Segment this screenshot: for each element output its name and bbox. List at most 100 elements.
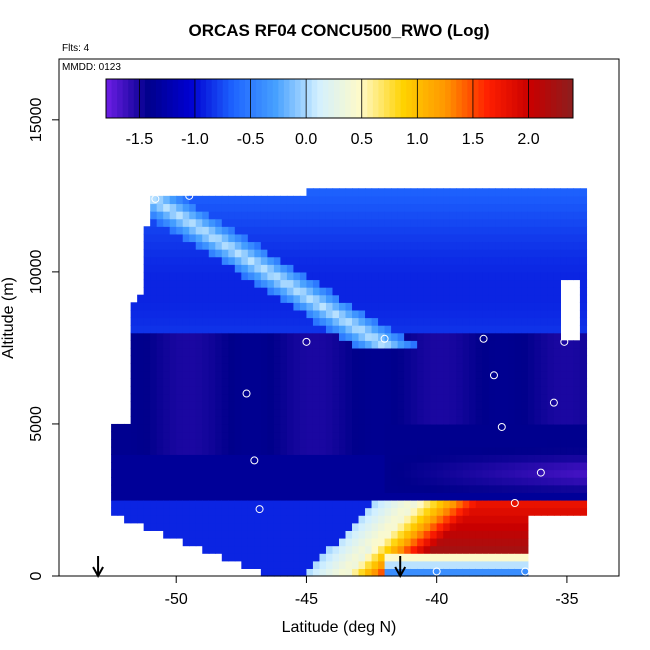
heatmap-cell xyxy=(449,431,457,440)
heatmap-cell xyxy=(195,522,203,531)
heatmap-cell xyxy=(182,423,190,433)
heatmap-cell xyxy=(169,522,177,531)
heatmap-cell xyxy=(221,408,229,417)
heatmap-cell xyxy=(273,454,281,463)
heatmap-cell xyxy=(176,469,184,478)
heatmap-cell xyxy=(202,393,210,402)
colorbar-tick-label: 0.0 xyxy=(295,131,317,148)
heatmap-cell xyxy=(436,492,444,501)
heatmap-cell xyxy=(241,499,249,509)
heatmap-cell xyxy=(560,256,568,265)
heatmap-cell xyxy=(195,195,203,205)
heatmap-cell xyxy=(579,378,588,387)
heatmap-cell xyxy=(482,195,490,205)
heatmap-cell xyxy=(137,408,145,417)
heatmap-cell xyxy=(176,454,184,463)
heatmap-cell xyxy=(404,499,412,509)
heatmap-cell xyxy=(208,287,216,296)
heatmap-cell xyxy=(527,195,535,205)
heatmap-cell xyxy=(430,195,438,205)
heatmap-cell xyxy=(202,416,210,425)
heatmap-cell xyxy=(436,211,444,220)
heatmap-cell xyxy=(352,271,360,281)
heatmap-cell xyxy=(579,385,588,395)
heatmap-cell xyxy=(488,271,496,281)
heatmap-cell xyxy=(163,309,171,319)
heatmap-cell xyxy=(488,423,496,433)
heatmap-cell xyxy=(384,477,392,486)
heatmap-cell xyxy=(443,370,451,379)
heatmap-cell xyxy=(449,302,457,311)
heatmap-cell xyxy=(482,279,490,288)
heatmap-cell xyxy=(241,477,249,486)
heatmap-cell xyxy=(566,370,575,379)
heatmap-cell xyxy=(436,393,444,402)
heatmap-cell xyxy=(527,469,535,478)
heatmap-cell xyxy=(143,507,151,516)
heatmap-cell xyxy=(169,469,177,478)
heatmap-cell xyxy=(527,226,535,235)
heatmap-cell xyxy=(475,241,483,250)
heatmap-cell xyxy=(234,522,242,531)
heatmap-cell xyxy=(553,431,561,440)
heatmap-cell xyxy=(293,325,301,334)
heatmap-cell xyxy=(332,233,340,243)
heatmap-cell xyxy=(501,271,509,281)
heatmap-cell xyxy=(345,454,353,463)
heatmap-cell xyxy=(553,332,561,341)
heatmap-cell xyxy=(410,226,418,235)
colorbar-swatch xyxy=(322,79,329,118)
heatmap-cell xyxy=(462,446,470,455)
heatmap-cell xyxy=(176,522,184,531)
heatmap-cell xyxy=(241,446,249,455)
heatmap-cell xyxy=(182,363,190,372)
heatmap-cell xyxy=(156,271,164,281)
heatmap-cell xyxy=(430,499,438,509)
heatmap-cell xyxy=(339,454,347,463)
heatmap-cell xyxy=(417,203,425,212)
heatmap-cell xyxy=(143,378,151,387)
heatmap-cell xyxy=(202,439,210,448)
heatmap-cell xyxy=(391,317,399,326)
heatmap-cell xyxy=(358,499,366,509)
heatmap-cell xyxy=(475,195,483,205)
heatmap-cell xyxy=(137,401,145,410)
heatmap-cell xyxy=(397,271,405,281)
heatmap-cell xyxy=(417,325,425,334)
heatmap-cell xyxy=(488,211,496,220)
heatmap-cell xyxy=(352,393,360,402)
heatmap-cell xyxy=(514,431,522,440)
heatmap-cell xyxy=(280,553,288,562)
heatmap-cell xyxy=(488,226,496,235)
heatmap-cell xyxy=(293,401,301,410)
heatmap-cell xyxy=(391,408,399,417)
heatmap-cell xyxy=(228,537,236,547)
heatmap-cell xyxy=(508,461,516,471)
heatmap-cell xyxy=(573,188,581,197)
heatmap-cell xyxy=(221,355,229,364)
heatmap-cell xyxy=(221,279,229,288)
heatmap-cell xyxy=(482,309,490,319)
heatmap-cell xyxy=(469,188,477,197)
heatmap-cell xyxy=(299,218,308,227)
heatmap-cell xyxy=(358,553,366,562)
heatmap-cell xyxy=(547,355,555,364)
heatmap-cell xyxy=(397,355,405,364)
heatmap-cell xyxy=(391,469,399,478)
heatmap-cell xyxy=(391,249,399,258)
heatmap-cell xyxy=(312,515,321,524)
heatmap-cell xyxy=(456,218,464,227)
heatmap-cell xyxy=(397,256,405,265)
heatmap-cell xyxy=(150,287,158,296)
heatmap-cell xyxy=(501,416,509,425)
heatmap-cell xyxy=(130,423,138,433)
heatmap-cell xyxy=(397,492,405,501)
heatmap-cell xyxy=(312,256,321,265)
heatmap-cell xyxy=(534,347,542,357)
heatmap-cell xyxy=(143,477,151,486)
heatmap-cell xyxy=(417,287,425,296)
heatmap-cell xyxy=(241,233,249,243)
heatmap-cell xyxy=(462,515,470,524)
heatmap-cell xyxy=(306,408,314,417)
heatmap-cell xyxy=(182,507,190,516)
